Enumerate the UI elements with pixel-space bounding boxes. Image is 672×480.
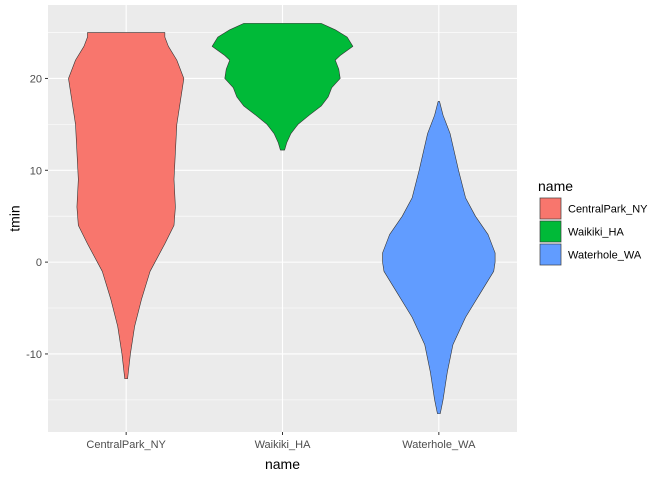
x-tick-label: Waterhole_WA bbox=[402, 439, 476, 451]
legend-label: Waterhole_WA bbox=[568, 250, 642, 262]
violin-Waterhole_WA bbox=[382, 101, 496, 414]
y-tick-label: 0 bbox=[36, 257, 42, 269]
legend-label: Waikiki_HA bbox=[568, 227, 624, 239]
x-tick-label: Waikiki_HA bbox=[255, 439, 311, 451]
legend: name CentralPark_NY Waikiki_HA Waterhole_W… bbox=[538, 178, 648, 266]
legend-title: name bbox=[538, 178, 573, 194]
x-axis: CentralPark_NY Waikiki_HA Waterhole_WA bbox=[86, 432, 476, 451]
legend-swatch-Waterhole_WA bbox=[539, 243, 562, 266]
violin-CentralPark_NY bbox=[68, 32, 185, 380]
x-tick-label: CentralPark_NY bbox=[86, 439, 166, 451]
y-tick-label: -10 bbox=[26, 349, 42, 361]
violin-Waikiki_HA bbox=[211, 23, 354, 151]
x-axis-title: name bbox=[265, 456, 300, 472]
legend-swatch-CentralPark_NY bbox=[539, 197, 562, 220]
legend-swatch-Waikiki_HA bbox=[539, 220, 562, 243]
y-tick-label: 10 bbox=[30, 165, 42, 177]
y-axis: -10 0 10 20 bbox=[26, 73, 48, 361]
legend-label: CentralPark_NY bbox=[568, 204, 648, 216]
y-tick-label: 20 bbox=[30, 73, 42, 85]
y-axis-title: tmin bbox=[7, 205, 23, 231]
violins bbox=[68, 23, 496, 414]
